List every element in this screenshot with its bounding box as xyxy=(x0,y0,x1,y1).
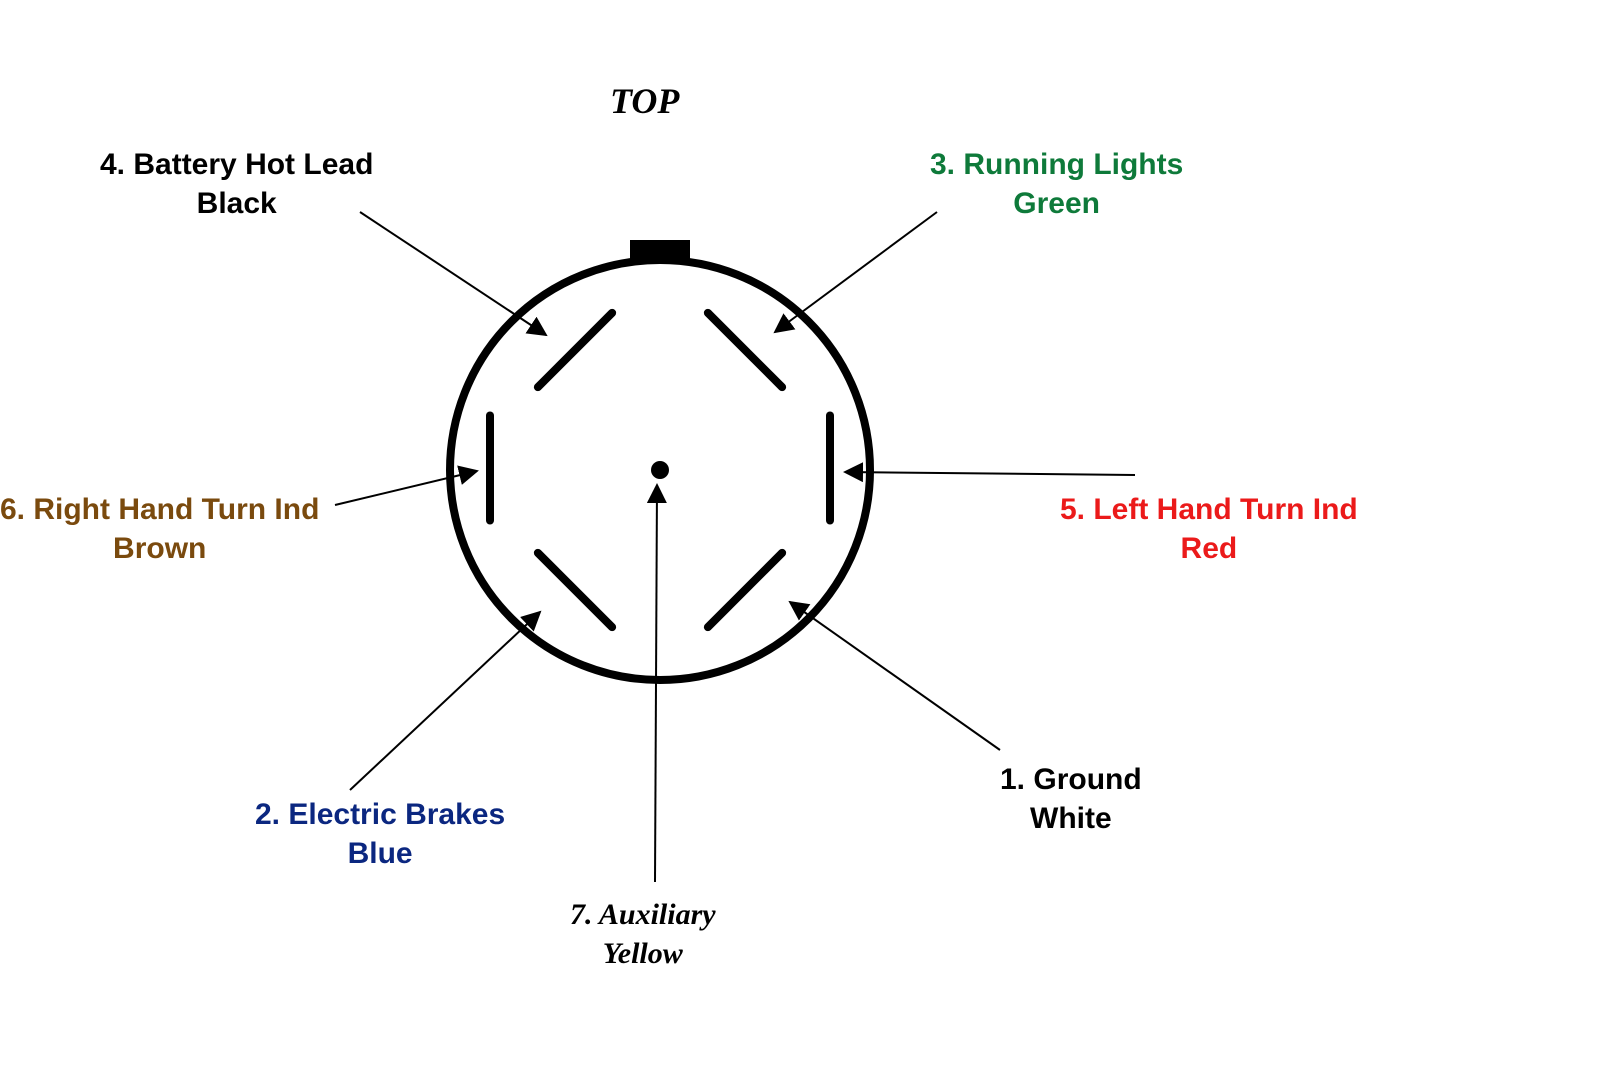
pin-label-2: 2. Electric BrakesBlue xyxy=(255,795,505,873)
pin-label-line2-4: Black xyxy=(100,184,373,223)
pin-label-line1-1: 1. Ground xyxy=(1000,760,1142,799)
pin-label-5: 5. Left Hand Turn IndRed xyxy=(1060,490,1358,568)
pin-label-line1-2: 2. Electric Brakes xyxy=(255,795,505,834)
pin-label-line2-5: Red xyxy=(1060,529,1358,568)
pin-label-line1-4: 4. Battery Hot Lead xyxy=(100,145,373,184)
pin-label-line1-3: 3. Running Lights xyxy=(930,145,1183,184)
pin-label-line2-2: Blue xyxy=(255,834,505,873)
pin-label-line2-1: White xyxy=(1000,799,1142,838)
diagram-title: TOP xyxy=(610,80,679,122)
pin-label-1: 1. GroundWhite xyxy=(1000,760,1142,838)
pin-label-line1-7: 7. Auxiliary xyxy=(570,895,716,934)
diagram-container: 1. GroundWhite 2. Electric BrakesBlue 3. R… xyxy=(0,0,1600,1074)
pin-label-line2-6: Brown xyxy=(0,529,319,568)
pin-label-line2-3: Green xyxy=(930,184,1183,223)
pin-label-line1-6: 6. Right Hand Turn Ind xyxy=(0,490,319,529)
pin-label-6: 6. Right Hand Turn IndBrown xyxy=(0,490,319,568)
pin-label-line2-7: Yellow xyxy=(570,934,716,973)
pin-label-7: 7. AuxiliaryYellow xyxy=(570,895,716,973)
pin-label-4: 4. Battery Hot LeadBlack xyxy=(100,145,373,223)
pin-label-line1-5: 5. Left Hand Turn Ind xyxy=(1060,490,1358,529)
pin-label-3: 3. Running LightsGreen xyxy=(930,145,1183,223)
